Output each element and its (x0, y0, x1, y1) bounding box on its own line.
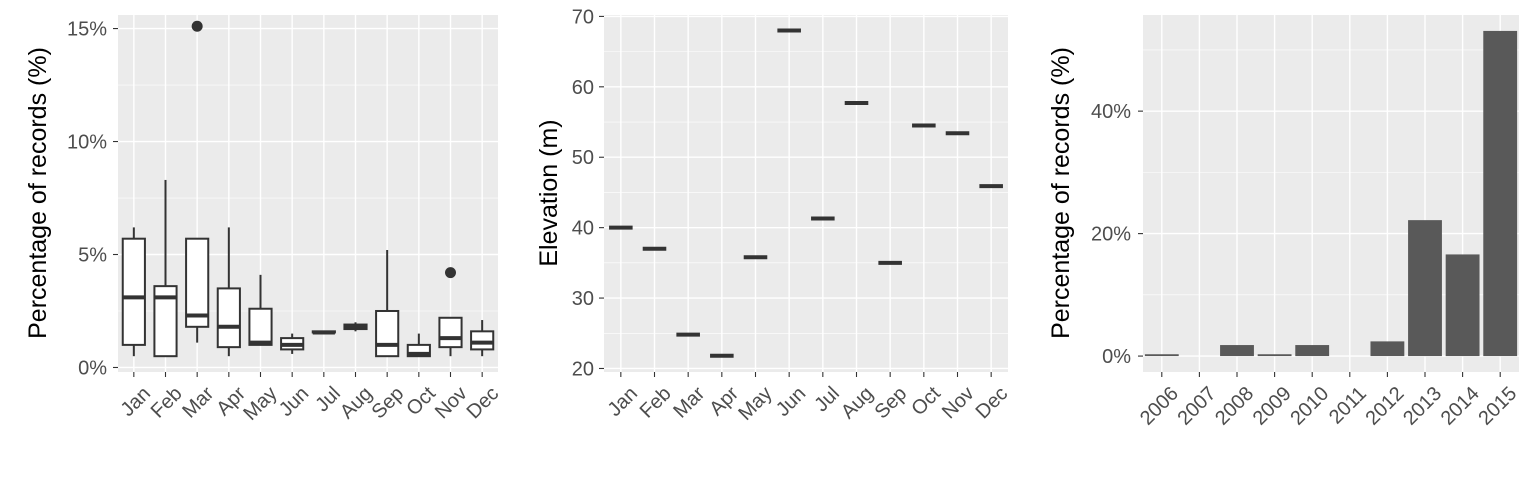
bar-2012 (1370, 341, 1405, 357)
x-tick-label-sep: Sep (871, 383, 912, 424)
x-tick-label-dec: Dec (972, 383, 1013, 424)
y-axis-title: Elevation (m) (535, 119, 563, 266)
x-tick-label-jul: Jul (810, 383, 844, 417)
box-sep (375, 309, 400, 358)
x-tick-label-aug: Aug (837, 383, 878, 424)
y-axis-title: Percentage of records (%) (1047, 47, 1075, 339)
x-tick-label-jun: Jun (772, 383, 810, 421)
x-tick-label-nov: Nov (431, 383, 472, 424)
x-tick-label-mar: Mar (178, 382, 218, 422)
y-tick-label: 70 (572, 6, 594, 28)
y-tick-label: 0% (78, 357, 107, 379)
x-tick-label-mar: Mar (669, 382, 709, 422)
plot-background (118, 15, 498, 372)
x-tick-label-aug: Aug (336, 383, 377, 424)
x-tick-label-2014: 2014 (1437, 383, 1484, 430)
plot-background (604, 15, 1008, 372)
x-tick-label-sep: Sep (368, 383, 409, 424)
x-tick-label-may: May (734, 383, 776, 425)
x-tick-label-jan: Jan (604, 383, 642, 421)
box-mar (185, 237, 210, 328)
monthly-percentage-boxplot-panel: 0%5%10%15%JanFebMarAprMayJunJulAugSepOct… (24, 15, 504, 425)
box-feb (153, 285, 178, 358)
x-tick-label-2007: 2007 (1174, 383, 1221, 430)
bar-2009 (1257, 354, 1292, 357)
x-tick-label-feb: Feb (147, 383, 187, 423)
y-tick-label: 10% (67, 132, 107, 154)
y-tick-label: 40 (572, 218, 594, 240)
y-tick-label: 0% (1102, 346, 1131, 368)
x-tick-label-dec: Dec (463, 383, 504, 424)
bar-2006 (1144, 354, 1179, 357)
x-tick-label-2009: 2009 (1249, 383, 1296, 430)
bar-2015 (1483, 30, 1518, 357)
box-nov (438, 316, 463, 349)
y-tick-label: 30 (572, 288, 594, 310)
box-oct (406, 343, 431, 358)
y-tick-label: 5% (78, 245, 107, 267)
y-tick-label: 20 (572, 358, 594, 380)
box-apr (216, 287, 241, 349)
y-tick-label: 60 (572, 77, 594, 99)
y-tick-label: 20% (1091, 224, 1131, 246)
yearly-percentage-bar-panel: 0% 20% 40% 20062007200820092010201120122013… (1047, 15, 1521, 430)
x-tick-label-2010: 2010 (1286, 383, 1333, 430)
bar-2013 (1408, 220, 1442, 357)
outlier-point-mar (191, 20, 203, 32)
x-tick-label-feb: Feb (636, 383, 676, 423)
box-dec (470, 330, 495, 351)
x-tick-label-oct: Oct (907, 382, 945, 420)
x-tick-label-2006: 2006 (1136, 383, 1183, 430)
y-tick-label: 40% (1091, 101, 1131, 123)
y-axis-title: Percentage of records (%) (24, 47, 52, 339)
y-tick-label: 50 (572, 147, 594, 169)
box-may (248, 307, 273, 346)
x-tick-label-2012: 2012 (1362, 383, 1409, 430)
bar-2014 (1445, 254, 1480, 357)
y-tick-label: 15% (67, 19, 107, 41)
x-tick-label-apr: Apr (705, 382, 743, 420)
x-tick-label-2011: 2011 (1325, 383, 1371, 429)
bar-2008 (1220, 345, 1254, 357)
x-tick-label-oct: Oct (402, 382, 440, 420)
x-tick-label-jun: Jun (275, 383, 313, 421)
outlier-point-nov (445, 267, 456, 279)
x-tick-label-jan: Jan (117, 383, 155, 421)
bar-2010 (1295, 345, 1330, 357)
x-tick-label-nov: Nov (938, 383, 979, 424)
x-tick-label-2008: 2008 (1211, 383, 1258, 430)
box-jan (121, 237, 146, 346)
x-tick-label-2013: 2013 (1399, 383, 1446, 430)
x-tick-label-2015: 2015 (1474, 383, 1521, 430)
